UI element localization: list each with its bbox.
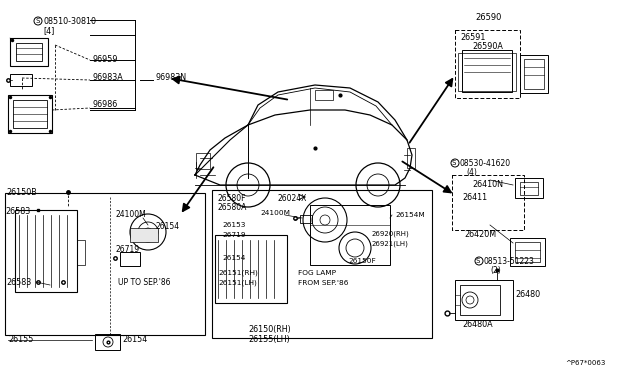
Bar [13,100,47,128]
Text: 26420M: 26420M [464,230,496,239]
Bar [520,182,538,195]
Text: FROM SEP.'86: FROM SEP.'86 [298,280,348,286]
Text: 26151(LH): 26151(LH) [218,280,257,286]
Text: 24100M: 24100M [115,210,146,219]
Text: 26410N: 26410N [472,180,503,189]
Text: (2): (2) [490,266,500,275]
Text: S: S [452,160,456,166]
Text: 96983A: 96983A [92,73,123,82]
Text: 26411: 26411 [462,193,487,202]
Bar [515,178,543,198]
Bar [120,252,140,266]
Text: 08513-51223: 08513-51223 [484,257,535,266]
Text: S: S [476,258,481,264]
Bar [77,240,85,265]
Bar [300,215,312,223]
Bar [310,205,390,265]
Bar [10,74,32,86]
Text: ^P67*0063: ^P67*0063 [565,360,605,366]
Text: 26583: 26583 [5,207,30,216]
Text: 26150F: 26150F [348,258,376,264]
Text: 26580A: 26580A [218,203,248,212]
Text: 08530-41620: 08530-41620 [460,159,511,168]
Bar [215,235,287,303]
Bar [515,242,540,262]
Text: 26580F: 26580F [218,194,246,203]
Bar [452,175,524,230]
Text: 26480: 26480 [515,290,540,299]
Bar [455,280,513,320]
Text: 26719: 26719 [222,232,246,238]
Text: [4]: [4] [43,26,54,35]
Text: 26150B: 26150B [6,188,36,197]
Bar [5,193,205,335]
Text: 26920(RH): 26920(RH) [372,230,410,237]
Bar [460,285,500,315]
Bar [10,38,48,66]
Bar [524,59,544,89]
Bar [455,30,520,98]
Text: 26024X: 26024X [278,194,307,203]
Text: 24100M: 24100M [260,210,290,216]
Bar [458,53,516,91]
Text: 96986: 96986 [92,100,117,109]
Bar [212,190,432,338]
Bar [95,334,120,350]
Text: 26480A: 26480A [462,320,493,329]
Text: 26591: 26591 [460,33,485,42]
Text: 96959: 96959 [92,55,118,64]
Bar [315,90,333,100]
Text: 26921(LH): 26921(LH) [372,240,409,247]
Text: 26154: 26154 [122,335,147,344]
Bar [196,153,210,169]
Bar [462,50,512,92]
Text: 26153: 26153 [222,222,245,228]
Text: 08510-30810: 08510-30810 [43,17,96,26]
Text: UP TO SEP.'86: UP TO SEP.'86 [118,278,170,287]
Bar [130,228,158,242]
Bar [407,148,415,168]
Bar [8,95,52,133]
Text: 26155: 26155 [8,335,33,344]
Text: FOG LAMP: FOG LAMP [298,270,336,276]
Text: 26719: 26719 [115,245,139,254]
Bar [15,210,77,292]
Text: 26154: 26154 [155,222,179,231]
Text: 26151(RH): 26151(RH) [218,270,258,276]
Text: (4): (4) [466,168,477,177]
Text: 96983N: 96983N [155,73,186,82]
Bar [520,55,548,93]
Bar [16,43,42,61]
Text: 26150(RH): 26150(RH) [248,325,291,334]
Bar [510,238,545,266]
Text: 26583: 26583 [6,278,31,287]
Text: 26155(LH): 26155(LH) [248,335,290,344]
Text: 26154M: 26154M [395,212,425,218]
Text: S: S [35,18,40,24]
Text: 26590: 26590 [475,13,501,22]
Text: 26154: 26154 [222,255,245,261]
Text: 26590A: 26590A [472,42,503,51]
